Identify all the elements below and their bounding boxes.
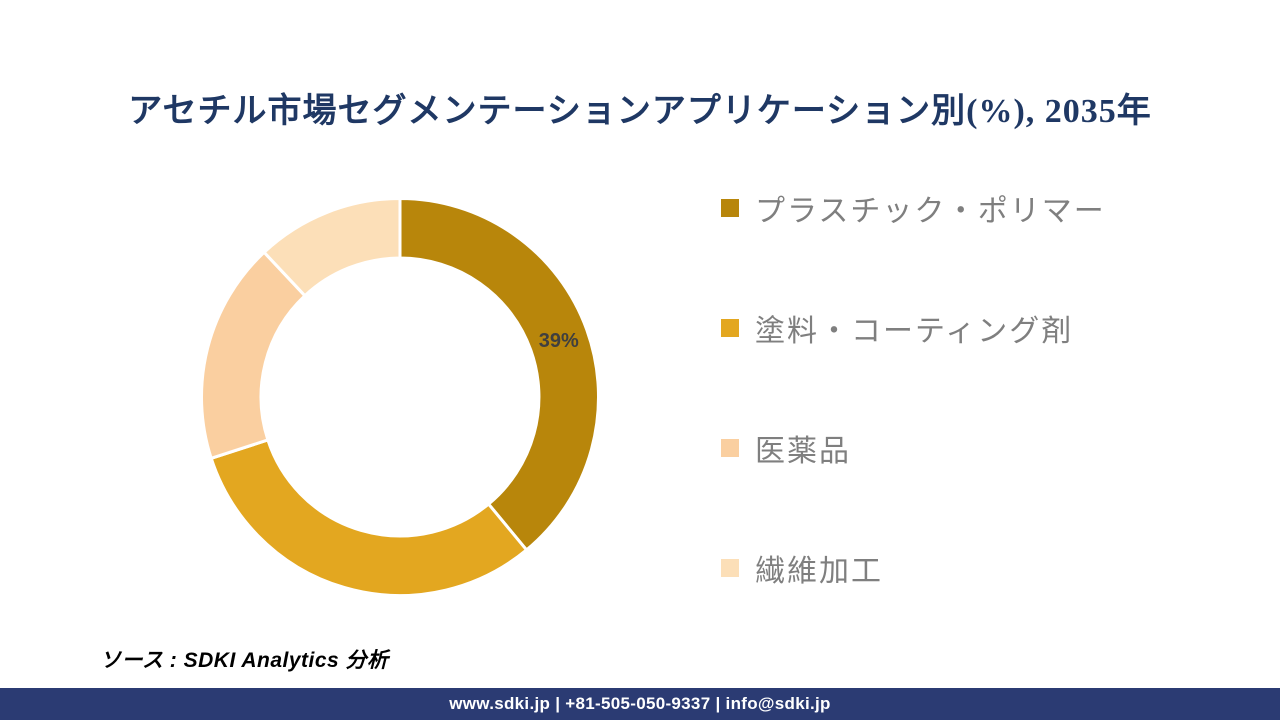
page-title: アセチル市場セグメンテーションアプリケーション別(%), 2035年 [128,93,1152,130]
chart-legend: プラスチック・ポリマー 塗料・コーティング剤 医薬品 繊維加工 [721,190,1106,670]
donut-slice-3 [261,196,402,298]
legend-item-label: 塗料・コーティング剤 [755,315,1074,348]
footer-bar: www.sdki.jp | +81-505-050-9337 | info@sd… [0,688,1280,720]
source-note: ソース : SDKI Analytics 分析 [100,649,389,672]
legend-swatch-icon [721,319,739,337]
donut-slice-0 [398,196,601,553]
footer-contact-text: www.sdki.jp | +81-505-050-9337 | info@sd… [449,694,831,713]
legend-item-pharmaceuticals: 医薬品 [721,430,1106,468]
donut-chart: 39% [200,196,601,597]
data-label: 39% [539,330,579,352]
legend-item-paints-coatings: 塗料・コーティング剤 [721,310,1106,348]
legend-item-textile-processing: 繊維加工 [721,550,1106,588]
legend-item-label: プラスチック・ポリマー [755,195,1106,228]
donut-slice-1 [209,438,529,597]
legend-item-label: 繊維加工 [755,555,883,588]
donut-slice-2 [200,250,307,461]
legend-swatch-icon [721,439,739,457]
legend-swatch-icon [721,199,739,217]
legend-item-plastics-polymers: プラスチック・ポリマー [721,190,1106,228]
donut-chart-svg: 39% [200,196,601,597]
legend-swatch-icon [721,559,739,577]
legend-item-label: 医薬品 [755,435,851,468]
